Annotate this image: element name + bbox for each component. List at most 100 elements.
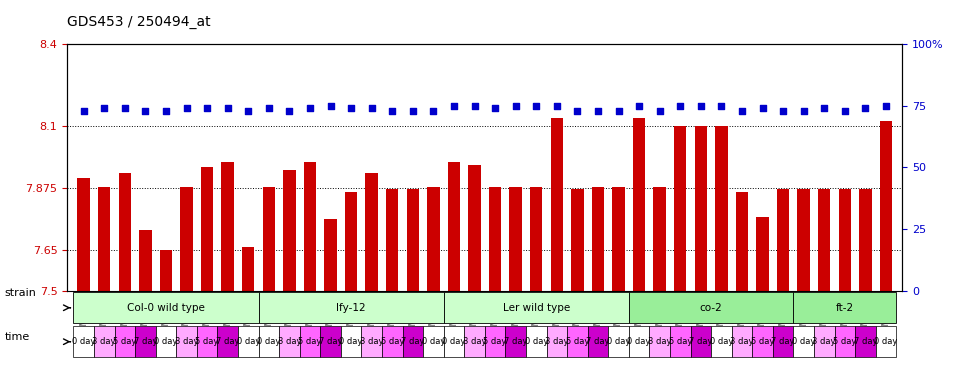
Point [693,103,708,109]
Point [281,108,297,113]
Bar [695,126,707,291]
Text: 3 day: 3 day [360,337,383,346]
Point [713,103,729,109]
FancyBboxPatch shape [465,326,485,357]
Text: 7 day: 7 day [133,337,157,346]
FancyBboxPatch shape [505,326,526,357]
FancyBboxPatch shape [609,326,629,357]
Text: 0 day: 0 day [340,337,363,346]
Bar [283,170,296,291]
Bar [510,187,522,291]
Point [76,108,91,113]
Bar [98,187,110,291]
Text: 7 day: 7 day [689,337,712,346]
FancyBboxPatch shape [444,326,465,357]
Text: 0 day: 0 day [875,337,898,346]
Bar [756,217,769,291]
FancyBboxPatch shape [649,326,670,357]
Bar [324,220,337,291]
FancyBboxPatch shape [279,326,300,357]
Text: 3 day: 3 day [731,337,754,346]
FancyBboxPatch shape [773,326,793,357]
Point [302,105,318,111]
Bar [735,192,748,291]
Text: 0 day: 0 day [257,337,280,346]
Point [817,105,832,111]
FancyBboxPatch shape [670,326,690,357]
FancyBboxPatch shape [258,326,279,357]
Text: 7 day: 7 day [853,337,877,346]
Text: 3 day: 3 day [92,337,116,346]
Point [734,108,750,113]
Bar [222,162,234,291]
Bar [447,162,460,291]
FancyBboxPatch shape [711,326,732,357]
Bar [530,187,542,291]
FancyBboxPatch shape [485,326,505,357]
Point [508,103,523,109]
FancyBboxPatch shape [382,326,402,357]
Bar [839,189,851,291]
Point [446,103,462,109]
FancyBboxPatch shape [793,292,897,323]
FancyBboxPatch shape [73,326,94,357]
Bar [879,121,892,291]
Point [878,103,894,109]
Text: Ler wild type: Ler wild type [503,303,570,313]
Point [405,108,420,113]
Point [97,105,112,111]
FancyBboxPatch shape [444,292,629,323]
Text: 0 day: 0 day [421,337,445,346]
Point [137,108,153,113]
Point [529,103,544,109]
Text: 5 day: 5 day [668,337,692,346]
Point [425,108,441,113]
FancyBboxPatch shape [588,326,609,357]
Bar [551,118,563,291]
FancyBboxPatch shape [341,326,361,357]
Bar [242,247,254,291]
Text: 3 day: 3 day [175,337,199,346]
Text: 3 day: 3 day [648,337,671,346]
Point [344,105,359,111]
Text: 7 day: 7 day [771,337,795,346]
Text: 0 day: 0 day [709,337,733,346]
Text: 5 day: 5 day [484,337,507,346]
FancyBboxPatch shape [876,326,897,357]
Bar [798,189,810,291]
Bar [78,178,90,291]
FancyBboxPatch shape [300,326,321,357]
Point [755,105,770,111]
Text: 0 day: 0 day [524,337,548,346]
FancyBboxPatch shape [793,326,814,357]
FancyBboxPatch shape [156,326,177,357]
Point [590,108,606,113]
FancyBboxPatch shape [814,326,834,357]
FancyBboxPatch shape [114,326,135,357]
Text: 7 day: 7 day [504,337,527,346]
Point [241,108,256,113]
Text: 5 day: 5 day [833,337,856,346]
Text: GDS453 / 250494_at: GDS453 / 250494_at [67,15,211,29]
Text: time: time [5,332,30,342]
Point [323,103,338,109]
Text: 0 day: 0 day [607,337,630,346]
Point [611,108,626,113]
Text: 0 day: 0 day [443,337,466,346]
Text: 5 day: 5 day [113,337,136,346]
Text: 5 day: 5 day [299,337,322,346]
Text: 0 day: 0 day [236,337,260,346]
Bar [263,187,275,291]
Point [569,108,585,113]
Bar [674,126,686,291]
Text: lfy-12: lfy-12 [336,303,366,313]
Bar [159,250,172,291]
Point [117,105,132,111]
Point [776,108,791,113]
Point [364,105,379,111]
Bar [654,187,666,291]
Bar [715,126,728,291]
FancyBboxPatch shape [238,326,258,357]
Text: 3 day: 3 day [545,337,568,346]
FancyBboxPatch shape [546,326,567,357]
